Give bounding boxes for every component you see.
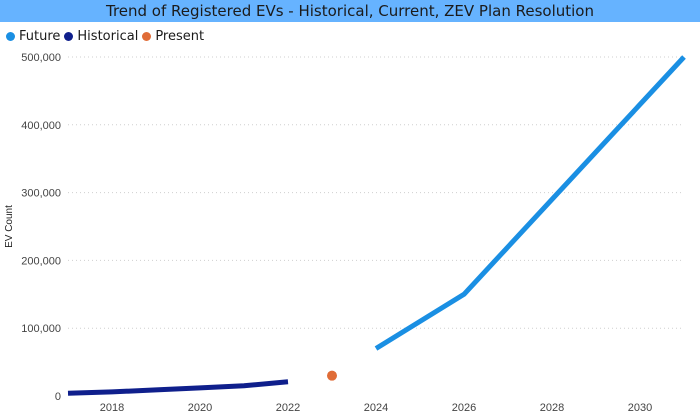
series-line-historical	[67, 379, 289, 396]
y-tick-label: 300,000	[21, 188, 61, 200]
y-tick-label: 0	[55, 391, 61, 403]
y-axis-label: EV Count	[4, 205, 15, 248]
x-tick-label: 2022	[276, 402, 300, 414]
x-tick-label: 2028	[540, 402, 564, 414]
y-tick-label: 200,000	[21, 255, 61, 267]
x-tick-label: 2024	[364, 402, 388, 414]
title-bar	[0, 0, 700, 22]
legend-item-historical[interactable]: Historical	[64, 29, 138, 44]
legend-label-historical: Historical	[77, 28, 139, 44]
y-tick-label: 400,000	[21, 120, 61, 132]
legend-item-future[interactable]: Future	[6, 29, 60, 44]
chart-legend: Future Historical Present	[6, 27, 208, 45]
y-tick-label: 100,000	[21, 323, 61, 335]
legend-marker-historical	[64, 31, 74, 41]
legend-marker-future	[6, 31, 15, 41]
chart-title: Trend of Registered EVs - Historical, Cu…	[105, 2, 594, 20]
x-tick-label: 2020	[188, 402, 212, 414]
x-tick-label: 2026	[452, 402, 476, 414]
legend-label-future: Future	[19, 28, 61, 44]
legend-marker-present	[142, 31, 152, 41]
legend-label-present: Present	[155, 28, 205, 44]
series-line-future	[374, 55, 686, 351]
x-tick-label: 2030	[628, 402, 652, 414]
y-tick-label: 500,000	[21, 52, 61, 64]
series-point-present	[327, 370, 337, 381]
x-tick-label: 2018	[100, 402, 124, 414]
legend-item-present[interactable]: Present	[142, 29, 204, 44]
